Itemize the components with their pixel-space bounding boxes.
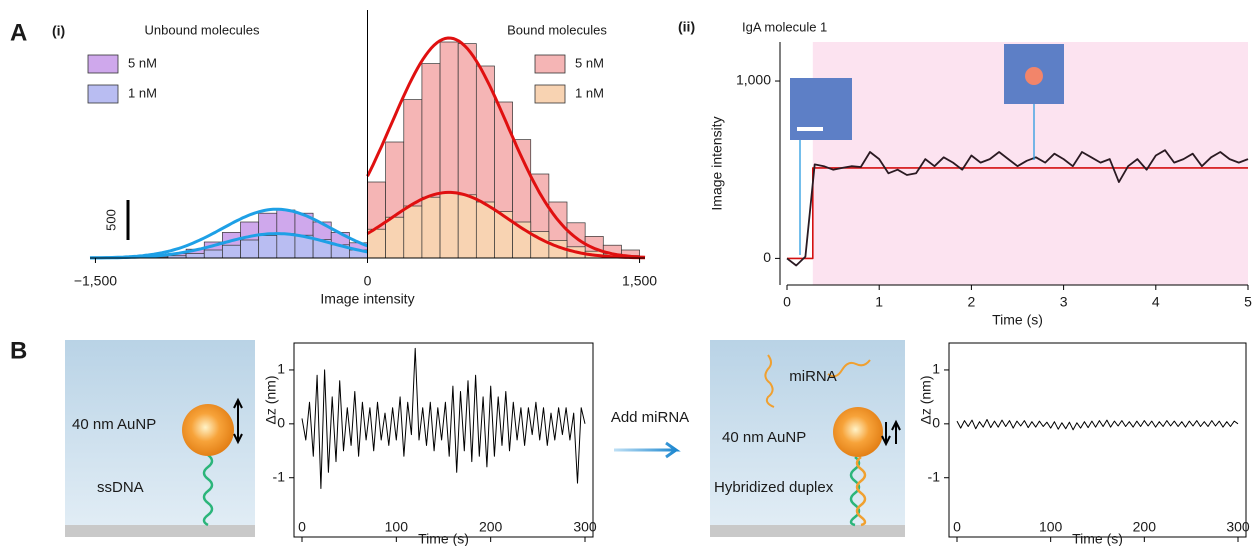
insets [790,44,1064,255]
panel-sublabel: (i) [52,23,65,39]
x-tick-label: 200 [479,519,503,535]
data-line [786,149,1249,267]
diagram-after: miRNA 40 nm AuNP Hybridized duplex [710,340,905,537]
histogram-bar [222,244,241,259]
x-tick-label: 1 [875,294,883,310]
chart-title: IgA molecule 1 [742,19,827,34]
scale-line [797,127,823,131]
legend-label: 1 nM [575,85,604,100]
x-tick-label: 3 [1060,294,1068,310]
fit-curve [366,190,646,260]
x-axis-label: Time (s) [1072,531,1123,546]
histogram-bar [421,196,441,259]
strand-label: Hybridized duplex [714,479,834,496]
histogram-bar [475,201,495,259]
panel-label: A [10,19,27,46]
surface [65,525,255,537]
duplex-strand [849,456,861,527]
y-tick-label: -1 [273,468,286,484]
legend-swatch [87,54,119,74]
y-axis-label: Δz (nm) [918,375,934,424]
x-axis-label: Image intensity [320,291,414,307]
nanoparticle [182,404,234,456]
histogram-bar [203,249,223,259]
group-title: Unbound molecules [145,22,260,37]
y-axis-label: Δz (nm) [263,375,279,424]
x-tick-label: 0 [953,519,961,535]
y-tick-label: 1 [277,361,285,377]
x-tick-label: 5 [1244,294,1252,310]
fit-curve [366,36,646,259]
legend-label: 5 nM [575,55,604,70]
y-tick-label: 1 [932,361,940,377]
group-title: Bound molecules [507,22,607,37]
motion-arrow [881,419,901,447]
nanoparticle [833,407,883,457]
x-axis-label: Time (s) [992,312,1043,328]
duplex-strand [855,456,867,527]
plot-frame [293,342,594,538]
legend-swatch [534,54,566,74]
x-tick-label: −1,500 [74,273,117,289]
y-tick-label: -1 [928,468,941,484]
particle-label: 40 nm AuNP [72,416,156,433]
y-tick-label: 0 [763,249,771,265]
mirna [764,354,775,408]
surface [710,525,905,537]
histogram-bar [240,239,260,259]
mirna [827,359,871,378]
target-label: miRNA [789,368,837,385]
histogram-bar [403,205,423,259]
data-line [956,419,1239,431]
histogram-bar [185,253,205,259]
histogram-bar [457,194,477,259]
ssdna [202,454,214,527]
histogram-bar [276,233,296,259]
step-label: Add miRNA [611,409,689,426]
x-axis-label: Time (s) [418,531,469,546]
x-tick-label: 0 [298,519,306,535]
inset-spot [1025,67,1043,85]
x-tick-label: 4 [1152,294,1160,310]
strand-label: ssDNA [97,479,144,496]
x-tick-label: 200 [1133,519,1157,535]
fit-curve [90,232,368,260]
legend-label: 5 nM [128,55,157,70]
y-axis-label: Image intensity [709,116,725,210]
panel-label: B [10,337,27,364]
scale-bar-label: 500 [103,209,118,231]
x-tick-label: 0 [783,294,791,310]
x-tick-label: 300 [1226,519,1250,535]
y-tick-label: 1,000 [736,72,771,88]
y-tick-label: 0 [932,415,940,431]
x-tick-label: 0 [364,273,372,289]
legend-swatch [534,84,566,104]
data-line [301,347,586,489]
legend-swatch [87,84,119,104]
fit-line [787,167,1248,260]
histogram-bar [439,192,459,259]
diagram-before: 40 nm AuNP ssDNA [65,340,255,537]
plot-frame [948,342,1247,538]
x-tick-label: 300 [573,519,597,535]
histogram-bar [385,216,405,259]
legend-label: 1 nM [128,85,157,100]
x-tick-label: 100 [1039,519,1063,535]
x-tick-label: 2 [968,294,976,310]
y-tick-label: 0 [277,415,285,431]
x-tick-label: 1,500 [622,273,657,289]
motion-arrow [233,397,243,445]
step-arrow [614,441,681,459]
x-tick-label: 100 [385,519,409,535]
panel-sublabel: (ii) [678,19,695,35]
histogram-bar [258,235,278,259]
particle-label: 40 nm AuNP [722,429,806,446]
